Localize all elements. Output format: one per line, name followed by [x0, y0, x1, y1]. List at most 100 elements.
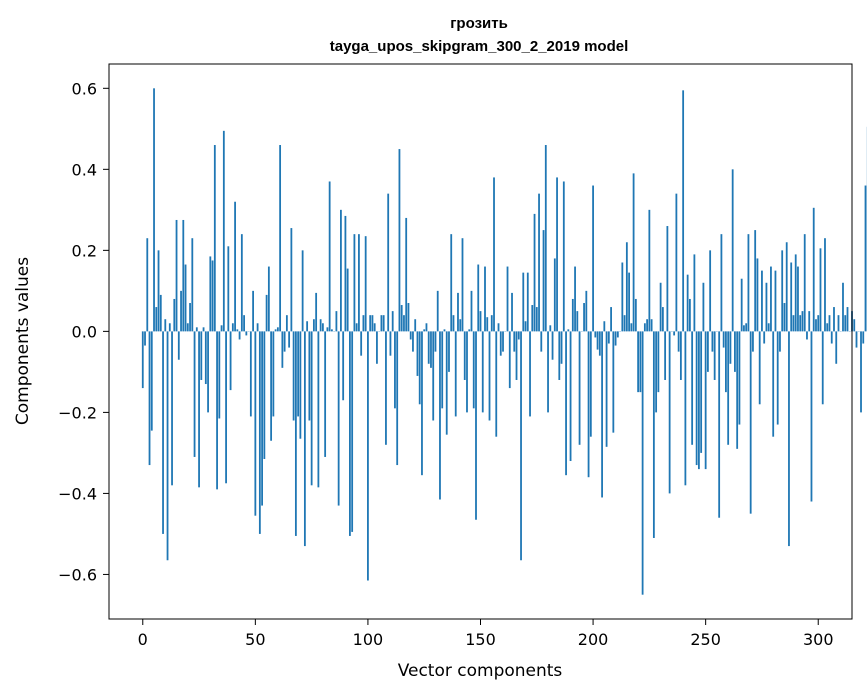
bar [707, 331, 709, 372]
bar [790, 262, 793, 332]
bar [274, 329, 277, 332]
bar [812, 207, 815, 332]
bar [141, 331, 144, 389]
bar [254, 331, 257, 516]
bar [828, 315, 831, 332]
bar [749, 331, 752, 514]
bar [493, 177, 495, 332]
bar [288, 331, 291, 348]
bar [529, 331, 531, 417]
bar [553, 258, 556, 332]
bar [202, 327, 205, 332]
bar [479, 311, 482, 332]
bar [560, 331, 563, 364]
bar [758, 331, 761, 405]
bar [315, 292, 318, 332]
bar [245, 331, 248, 336]
bar [470, 290, 473, 332]
bar [628, 272, 630, 332]
bar [443, 329, 446, 332]
bar [175, 219, 178, 332]
bar [846, 307, 849, 332]
bar [306, 321, 309, 332]
bar [605, 331, 608, 447]
bar [155, 307, 158, 332]
bar [864, 185, 867, 332]
bar [792, 315, 795, 332]
bar [596, 331, 599, 350]
bar [713, 331, 716, 380]
bar [389, 331, 392, 356]
bar [502, 331, 504, 352]
bar [243, 315, 245, 332]
bar [774, 270, 777, 332]
bar [623, 315, 626, 332]
bar [785, 242, 788, 332]
bar [747, 234, 750, 332]
bar [643, 323, 646, 332]
bar [303, 331, 306, 547]
bar [648, 209, 651, 332]
bar [646, 319, 649, 332]
bar [578, 331, 581, 445]
bar [405, 217, 408, 332]
bar [799, 315, 802, 332]
bar [171, 331, 173, 486]
bar [754, 230, 757, 332]
bar [508, 331, 511, 389]
bar [776, 331, 779, 425]
bar [207, 331, 209, 413]
bar [587, 331, 590, 478]
bar [220, 325, 223, 332]
bar [686, 274, 689, 332]
bar [168, 323, 171, 332]
bar [506, 266, 509, 332]
bar [144, 331, 146, 346]
bar [736, 331, 739, 449]
bar [227, 246, 230, 332]
bar [756, 258, 759, 332]
bar [355, 323, 358, 332]
bar [457, 292, 459, 332]
bar [159, 294, 162, 332]
bar [335, 311, 338, 332]
bar [533, 213, 536, 332]
bar [182, 219, 185, 332]
bar [398, 149, 401, 332]
bar [308, 331, 311, 421]
bar [394, 331, 396, 409]
bar [191, 238, 194, 332]
bar [416, 331, 419, 376]
bar [853, 319, 856, 332]
bar [862, 331, 865, 344]
y-tick-label: −0.4 [58, 484, 97, 503]
bar [531, 305, 534, 332]
bar [569, 331, 572, 462]
bar [157, 250, 160, 332]
bar [556, 177, 558, 332]
bar [625, 242, 628, 332]
bar [661, 307, 664, 332]
bar [367, 331, 369, 581]
bar [252, 290, 254, 332]
bar [549, 325, 552, 332]
bar [344, 215, 347, 332]
bar [711, 331, 714, 352]
bar [738, 331, 741, 425]
bar [727, 331, 730, 445]
bar [551, 331, 554, 360]
bar [434, 331, 437, 352]
bar [376, 331, 378, 364]
bar [407, 303, 410, 332]
bar [459, 319, 462, 332]
bar [324, 331, 327, 457]
bar [353, 234, 356, 332]
bar [299, 331, 302, 439]
bar [803, 234, 806, 332]
bar [632, 173, 635, 332]
bar [486, 317, 489, 332]
x-tick-label: 200 [578, 630, 609, 649]
y-tick-label: 0.0 [72, 322, 97, 341]
bar [526, 272, 529, 332]
bar [222, 130, 225, 332]
